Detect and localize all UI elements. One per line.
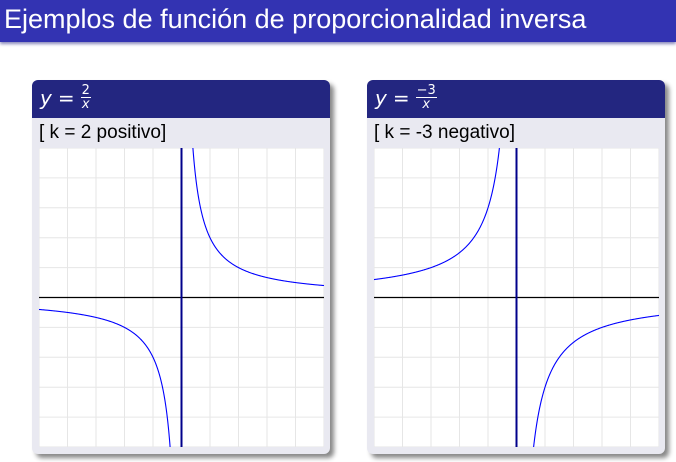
curve-branch-right <box>533 314 659 447</box>
formula-eq: = <box>392 85 410 110</box>
formula: y = 2 x <box>40 84 91 111</box>
fraction: −3 x <box>415 83 437 112</box>
plot-k-negative <box>374 148 659 447</box>
numerator: −3 <box>415 83 437 98</box>
block-negative-k: y = −3 x [ k = -3 negativo] <box>367 80 665 454</box>
slide-title: Ejemplos de función de proporcionalidad … <box>4 4 587 34</box>
formula: y = −3 x <box>375 84 437 111</box>
numerator: 2 <box>80 83 91 98</box>
block-label: [ k = 2 positivo] <box>39 122 167 143</box>
block-header: y = 2 x <box>32 80 330 118</box>
block-header: y = −3 x <box>367 80 665 118</box>
plot-k-positive <box>39 148 324 447</box>
block-positive-k: y = 2 x [ k = 2 positivo] <box>32 80 330 454</box>
denominator: x <box>81 97 90 112</box>
curve-branch-left <box>39 308 171 447</box>
block-label: [ k = -3 negativo] <box>374 122 515 143</box>
curve-branch-right <box>192 148 324 287</box>
formula-eq: = <box>57 85 75 110</box>
formula-var: y <box>375 85 387 110</box>
denominator: x <box>422 97 431 112</box>
fraction: 2 x <box>80 83 91 112</box>
slide-title-bar: Ejemplos de función de proporcionalidad … <box>0 0 676 42</box>
curve-branch-left <box>374 148 500 281</box>
formula-var: y <box>40 85 52 110</box>
